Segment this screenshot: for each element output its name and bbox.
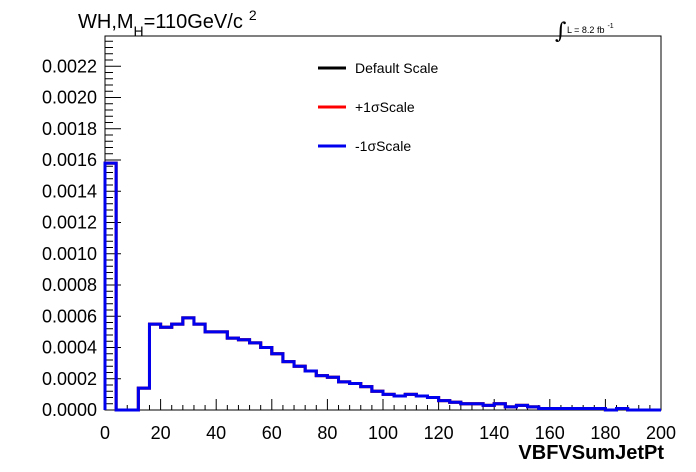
legend: Default Scale +1σScale -1σScale <box>318 60 438 154</box>
integral-sign: ∫ <box>555 19 567 44</box>
y-tick-label: 0.0006 <box>42 306 97 326</box>
legend-label-2: +1σScale <box>355 99 415 115</box>
x-tick-label: 20 <box>151 423 171 443</box>
series-lines <box>103 161 661 412</box>
title-main: WH,M <box>78 11 134 33</box>
x-tick-label: 80 <box>317 423 337 443</box>
y-tick-label: 0.0004 <box>42 338 97 358</box>
title-subscript: H <box>134 23 144 39</box>
x-axis-label: VBFVSumJetPt <box>518 442 664 464</box>
lumi-superscript: -1 <box>607 23 613 30</box>
x-tick-label: 200 <box>646 423 676 443</box>
legend-label-1: Default Scale <box>355 60 438 76</box>
y-tick-label: 0.0016 <box>42 150 97 170</box>
luminosity-label: ∫ L = 8.2 fb -1 <box>555 19 614 44</box>
y-tick-label: 0.0014 <box>42 181 97 201</box>
title-superscript: 2 <box>249 7 257 23</box>
legend-label-3: -1σScale <box>355 138 411 154</box>
x-tick-labels: 0 20 40 60 80 100 120 140 160 180 200 <box>100 423 676 443</box>
x-tick-label: 160 <box>535 423 565 443</box>
x-tick-label: 100 <box>368 423 398 443</box>
y-tick-label: 0.0008 <box>42 275 97 295</box>
chart-title: WH,MH=110GeV/c 2 <box>78 7 257 39</box>
y-tick-label: 0.0000 <box>42 400 97 420</box>
x-tick-label: 40 <box>206 423 226 443</box>
y-tick-labels: 0.0000 0.0002 0.0004 0.0006 0.0008 0.0010 0.00… <box>42 56 97 420</box>
x-tick-label: 140 <box>479 423 509 443</box>
y-tick-label: 0.0010 <box>42 244 97 264</box>
series-line-3 <box>103 161 661 412</box>
title-rest: =110GeV/c <box>144 11 243 33</box>
x-tick-label: 180 <box>590 423 620 443</box>
x-tick-label: 0 <box>100 423 110 443</box>
x-tick-label: 60 <box>262 423 282 443</box>
y-tick-label: 0.0012 <box>42 213 97 233</box>
y-tick-label: 0.0022 <box>42 56 97 76</box>
x-tick-label: 120 <box>424 423 454 443</box>
y-tick-label: 0.0020 <box>42 88 97 108</box>
y-tick-label: 0.0002 <box>42 369 97 389</box>
y-tick-label: 0.0018 <box>42 119 97 139</box>
lumi-value: L = 8.2 fb <box>567 25 604 35</box>
lumi-text: L = 8.2 fb -1 <box>567 23 614 35</box>
